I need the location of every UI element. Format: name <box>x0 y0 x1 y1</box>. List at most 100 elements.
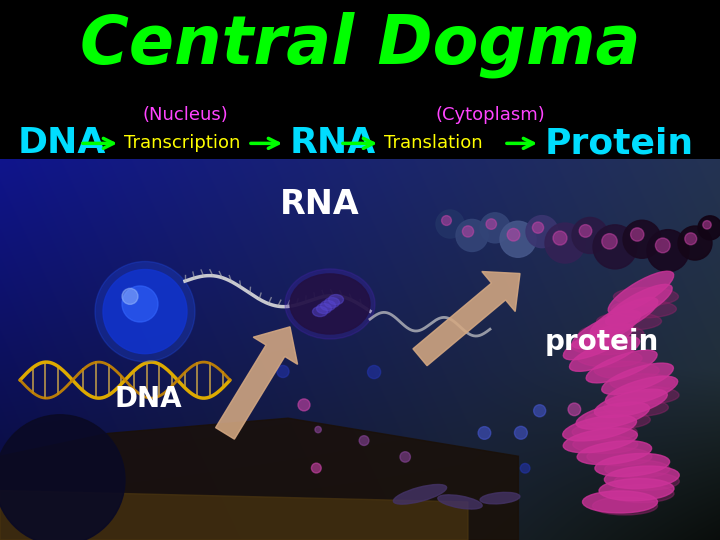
Circle shape <box>698 216 720 240</box>
Circle shape <box>678 226 712 260</box>
Ellipse shape <box>393 484 446 504</box>
Circle shape <box>298 399 310 411</box>
Text: DNA: DNA <box>18 126 107 160</box>
Circle shape <box>359 436 369 446</box>
Polygon shape <box>0 490 468 540</box>
Ellipse shape <box>577 441 652 464</box>
Circle shape <box>515 426 527 439</box>
Ellipse shape <box>576 402 649 429</box>
Text: (Cytoplasm): (Cytoplasm) <box>435 106 545 124</box>
Ellipse shape <box>596 312 662 330</box>
Circle shape <box>631 228 644 241</box>
Ellipse shape <box>438 495 482 509</box>
FancyArrow shape <box>215 327 297 439</box>
Ellipse shape <box>613 287 678 306</box>
Ellipse shape <box>290 274 370 334</box>
Ellipse shape <box>599 478 674 501</box>
Circle shape <box>545 223 585 263</box>
Ellipse shape <box>563 324 633 360</box>
Ellipse shape <box>586 350 657 383</box>
Ellipse shape <box>312 307 328 316</box>
Ellipse shape <box>614 386 679 404</box>
Ellipse shape <box>579 325 644 342</box>
Text: Protein: Protein <box>545 126 694 160</box>
Text: DNA: DNA <box>114 385 182 413</box>
Circle shape <box>526 215 558 248</box>
Circle shape <box>122 288 138 305</box>
Ellipse shape <box>582 491 657 513</box>
Text: Translation: Translation <box>384 134 482 152</box>
Ellipse shape <box>595 389 667 417</box>
Ellipse shape <box>610 374 675 392</box>
Ellipse shape <box>609 484 674 503</box>
Text: RNA: RNA <box>280 188 360 221</box>
Ellipse shape <box>570 337 639 372</box>
Ellipse shape <box>587 448 652 465</box>
Ellipse shape <box>585 411 650 429</box>
Ellipse shape <box>611 300 676 318</box>
Circle shape <box>579 225 592 237</box>
Circle shape <box>441 215 451 225</box>
Ellipse shape <box>605 460 670 478</box>
Ellipse shape <box>563 428 637 453</box>
Circle shape <box>103 269 187 354</box>
Circle shape <box>478 427 491 440</box>
Ellipse shape <box>590 298 658 337</box>
Circle shape <box>572 218 608 253</box>
FancyArrow shape <box>413 272 520 366</box>
Ellipse shape <box>604 466 679 489</box>
Circle shape <box>534 404 546 417</box>
Circle shape <box>315 427 321 433</box>
Circle shape <box>593 225 637 269</box>
Ellipse shape <box>285 269 375 339</box>
Ellipse shape <box>602 363 673 394</box>
Ellipse shape <box>572 310 641 348</box>
Circle shape <box>462 226 474 237</box>
Ellipse shape <box>608 271 674 314</box>
Circle shape <box>456 219 488 252</box>
Ellipse shape <box>595 454 670 476</box>
Text: protein: protein <box>545 328 660 356</box>
Circle shape <box>655 238 670 253</box>
Ellipse shape <box>570 337 636 355</box>
Circle shape <box>486 219 497 230</box>
Circle shape <box>507 228 520 241</box>
Circle shape <box>685 233 697 245</box>
Text: Central Dogma: Central Dogma <box>80 11 640 78</box>
Text: RNA: RNA <box>290 126 377 160</box>
Circle shape <box>703 221 711 229</box>
Ellipse shape <box>317 303 331 314</box>
Circle shape <box>400 452 410 462</box>
Text: (Nucleus): (Nucleus) <box>142 106 228 124</box>
Circle shape <box>480 213 510 243</box>
Circle shape <box>532 222 544 233</box>
Circle shape <box>568 403 580 416</box>
Ellipse shape <box>594 361 659 380</box>
Circle shape <box>367 366 381 379</box>
Ellipse shape <box>603 399 668 416</box>
Ellipse shape <box>563 415 636 441</box>
Circle shape <box>623 220 661 258</box>
Polygon shape <box>0 418 518 540</box>
Ellipse shape <box>577 349 642 367</box>
Circle shape <box>553 231 567 245</box>
Ellipse shape <box>606 376 678 406</box>
Ellipse shape <box>572 423 637 441</box>
Ellipse shape <box>328 294 343 305</box>
Circle shape <box>500 221 536 257</box>
Text: Transcription: Transcription <box>124 134 240 152</box>
Circle shape <box>122 286 158 322</box>
Circle shape <box>436 210 464 238</box>
Ellipse shape <box>320 301 336 310</box>
Circle shape <box>277 366 289 377</box>
Circle shape <box>602 234 617 249</box>
Circle shape <box>0 415 125 540</box>
Ellipse shape <box>573 435 638 454</box>
Ellipse shape <box>480 492 520 504</box>
Circle shape <box>95 261 195 362</box>
Circle shape <box>312 463 321 473</box>
Circle shape <box>647 230 689 272</box>
Ellipse shape <box>614 472 679 490</box>
Ellipse shape <box>606 285 672 326</box>
Circle shape <box>521 463 530 473</box>
